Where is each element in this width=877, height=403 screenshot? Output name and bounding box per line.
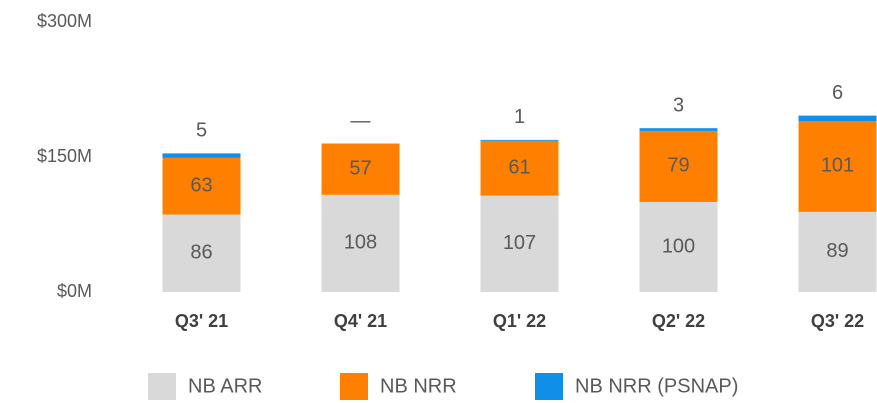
bar-segment xyxy=(162,157,241,215)
bar-segment xyxy=(798,211,877,292)
y-tick-label: $150M xyxy=(37,146,92,166)
data-label: 57 xyxy=(349,157,371,179)
data-label: 3 xyxy=(673,94,684,116)
x-tick-label: Q3' 21 xyxy=(175,311,228,331)
data-label: — xyxy=(351,110,371,132)
x-tick-label: Q2' 22 xyxy=(652,311,705,331)
data-label: 107 xyxy=(503,232,536,254)
data-label: 79 xyxy=(667,155,689,177)
legend-label: NB NRR xyxy=(380,375,457,397)
y-tick-label: $300M xyxy=(37,11,92,31)
bar-segment xyxy=(639,130,718,202)
x-tick-label: Q3' 22 xyxy=(811,311,864,331)
bar-segment xyxy=(162,153,241,158)
legend-label: NB ARR xyxy=(188,375,262,397)
bar-segment xyxy=(480,139,559,141)
data-label: 63 xyxy=(190,175,212,197)
bar-segment xyxy=(480,195,559,292)
bar-segment xyxy=(639,128,718,131)
bar-segment xyxy=(798,115,877,121)
data-label: 6 xyxy=(832,82,843,104)
legend-swatch xyxy=(535,373,563,400)
x-tick-label: Q1' 22 xyxy=(493,311,546,331)
bar-segment xyxy=(321,194,400,292)
legend-label: NB NRR (PSNAP) xyxy=(575,375,738,397)
bar-segment xyxy=(480,140,559,196)
legend-swatch xyxy=(340,373,368,400)
bar-segment xyxy=(162,214,241,292)
x-tick-label: Q4' 21 xyxy=(334,311,387,331)
bar-segment xyxy=(798,121,877,212)
data-label: 89 xyxy=(826,240,848,262)
y-tick-label: $0M xyxy=(57,281,92,301)
data-label: 86 xyxy=(190,242,212,264)
bar-segment xyxy=(321,143,400,195)
data-label: 5 xyxy=(196,120,207,142)
legend-swatch xyxy=(148,373,176,400)
data-label: 108 xyxy=(344,232,377,254)
data-label: 1 xyxy=(514,106,525,128)
bar-segment xyxy=(639,202,718,292)
data-label: 100 xyxy=(662,235,695,257)
data-label: 61 xyxy=(508,157,530,179)
data-label: 101 xyxy=(821,155,854,177)
